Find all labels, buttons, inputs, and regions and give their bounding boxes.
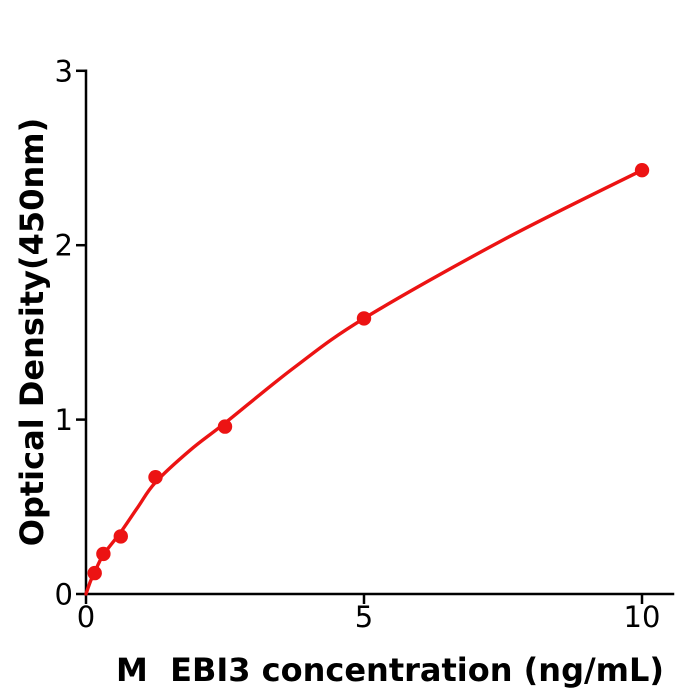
- x-tick-label: 5: [355, 600, 373, 634]
- x-axis-label: M EBI3 concentration (ng/mL): [116, 651, 664, 689]
- data-point: [113, 529, 128, 544]
- axis-tick-labels: 0 5 10 0 1 2 3: [55, 54, 661, 634]
- axes: [84, 69, 675, 596]
- data-point: [87, 565, 102, 581]
- data-point: [148, 470, 163, 485]
- data-point-layer: [87, 163, 650, 581]
- y-tick-label: 3: [55, 54, 73, 88]
- x-tick-label: 10: [624, 600, 661, 634]
- y-axis-label: Optical Density(450nm): [13, 118, 51, 546]
- fitted-curve-path: [84, 168, 644, 596]
- y-tick-label: 1: [55, 403, 73, 437]
- x-tick-label: 0: [77, 600, 95, 634]
- data-point: [356, 311, 372, 326]
- data-point: [217, 419, 233, 434]
- axis-ticks: [76, 69, 644, 604]
- y-tick-label: 0: [55, 578, 73, 612]
- data-point: [96, 546, 111, 562]
- y-tick-label: 2: [55, 229, 73, 263]
- fitted-curve-layer: [84, 168, 644, 596]
- data-point: [634, 163, 650, 178]
